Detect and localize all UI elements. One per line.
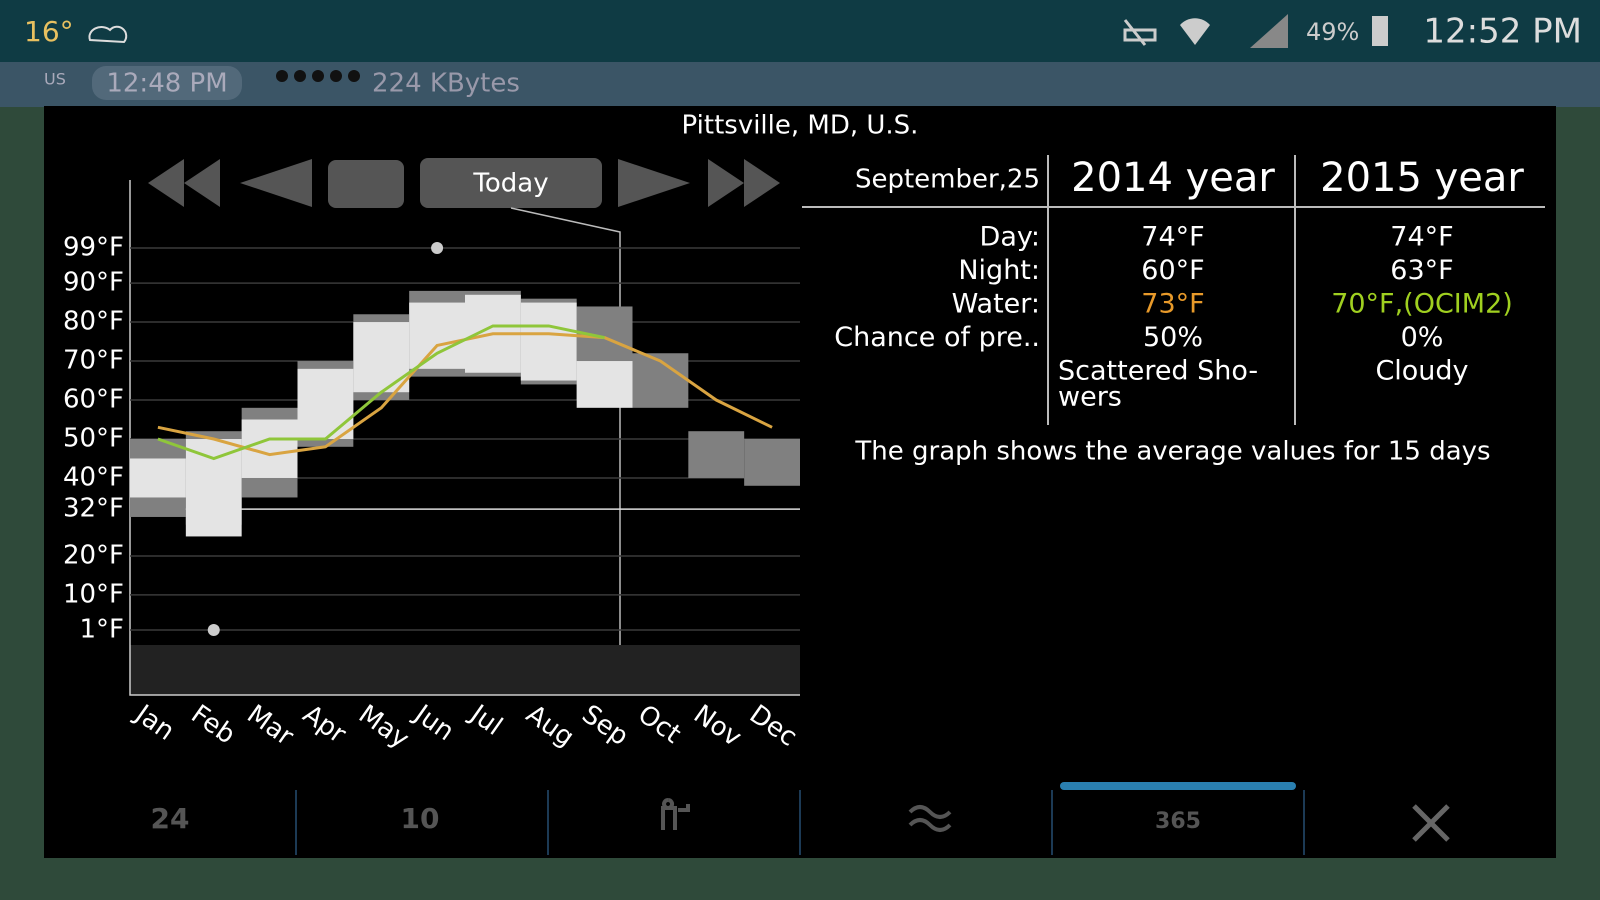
y-tick-label: 1°F: [80, 615, 125, 645]
table-cell: Night:: [958, 255, 1040, 286]
tab[interactable]: 10: [401, 802, 440, 835]
tab[interactable]: 24: [151, 802, 190, 835]
range-bar: [688, 431, 745, 478]
y-tick-label: 32°F: [63, 494, 124, 524]
y-tick-label: 60°F: [63, 385, 124, 415]
traffic: 224 KBytes: [372, 69, 520, 99]
status-battery: 49%: [1306, 18, 1359, 46]
fast-back-button[interactable]: [148, 159, 220, 207]
condition: Cloudy: [1375, 356, 1468, 387]
app-bar: [0, 62, 1600, 107]
note: The graph shows the average values for 1…: [854, 437, 1490, 467]
range-bar: [130, 458, 186, 498]
status-time: 12:52 PM: [1423, 12, 1582, 52]
wifi-icon: [1180, 18, 1210, 45]
time-pill: [92, 66, 242, 100]
mute-icon: [1123, 19, 1157, 46]
table-cell: 63°F: [1390, 255, 1453, 286]
nav-buttons: [148, 158, 780, 208]
tab-icon[interactable]: [908, 805, 952, 832]
tab-dividers: [295, 790, 1305, 855]
range-bar: [185, 439, 242, 537]
table-cell: Chance of pre..: [834, 322, 1040, 353]
table-cell: 0%: [1401, 322, 1444, 353]
y-tick-label: 80°F: [63, 307, 124, 337]
table-cell: Water:: [952, 289, 1040, 320]
tab[interactable]: 365: [1155, 809, 1201, 834]
y-tick-label: 10°F: [63, 579, 124, 609]
y-tick-label: 99°F: [63, 233, 124, 263]
table-header: 2014 year: [1071, 155, 1275, 201]
table-cell: 60°F: [1141, 255, 1204, 286]
table-cell: 50%: [1143, 322, 1203, 353]
precip-strip: [130, 645, 800, 695]
table-header: September,25: [855, 165, 1040, 195]
range-bar: [520, 302, 577, 381]
range-bar: [353, 322, 410, 393]
status-temperature: 16°: [24, 15, 74, 48]
table-cell: Day:: [980, 222, 1040, 253]
range-bar: [744, 439, 800, 486]
table-cell: 70°F,(OCIM2): [1331, 289, 1513, 320]
y-tick-label: 50°F: [63, 424, 124, 454]
today-marker: [510, 207, 621, 690]
today-label: Today: [472, 169, 548, 199]
table-cell: 74°F: [1141, 222, 1204, 253]
signal-icon: [1250, 14, 1288, 48]
chart: 99°F 90°F 80°F 70°F 60°F 50°F 40°F32°F 20°F 10°F…: [63, 180, 802, 755]
y-tick-label: 40°F: [63, 462, 124, 492]
y-tick-label: 90°F: [63, 268, 124, 298]
dots: [276, 70, 360, 82]
line: [157, 324, 605, 461]
y-tick-label: 70°F: [63, 346, 124, 376]
table-cell: 74°F: [1390, 222, 1453, 253]
fast-forward-button[interactable]: [708, 159, 780, 207]
battery-icon: [1372, 16, 1388, 46]
blank-button[interactable]: [328, 160, 404, 208]
back-button[interactable]: [240, 159, 312, 207]
selected-tab-indicator: [1060, 782, 1296, 790]
tab-icon[interactable]: [661, 798, 690, 830]
table-header: 2015 year: [1320, 155, 1524, 201]
y-tick-label: 20°F: [63, 540, 124, 570]
table: September,25 2014 year 2015 year Day: 74°F 74…: [834, 155, 1524, 413]
table-lines: [802, 155, 1545, 425]
dialog-title: Pittsville, MD, U.S.: [682, 111, 919, 141]
extreme-point: [431, 242, 444, 254]
today-button[interactable]: [420, 158, 602, 208]
close-button[interactable]: [1412, 804, 1450, 842]
condition: Scattered Sho-: [1058, 356, 1258, 387]
extreme-point: [207, 624, 220, 636]
range-bar: [576, 361, 633, 408]
region: US: [44, 70, 66, 89]
app-time: 12:48 PM: [106, 69, 227, 99]
table-cell: 73°F: [1141, 289, 1204, 320]
status-bar: [0, 0, 1600, 62]
condition: wers: [1058, 382, 1122, 413]
axes: [129, 180, 800, 696]
forward-button[interactable]: [618, 159, 690, 207]
range-bar: [297, 368, 354, 439]
weather-icon: [88, 25, 128, 44]
range-bar: [409, 302, 465, 369]
